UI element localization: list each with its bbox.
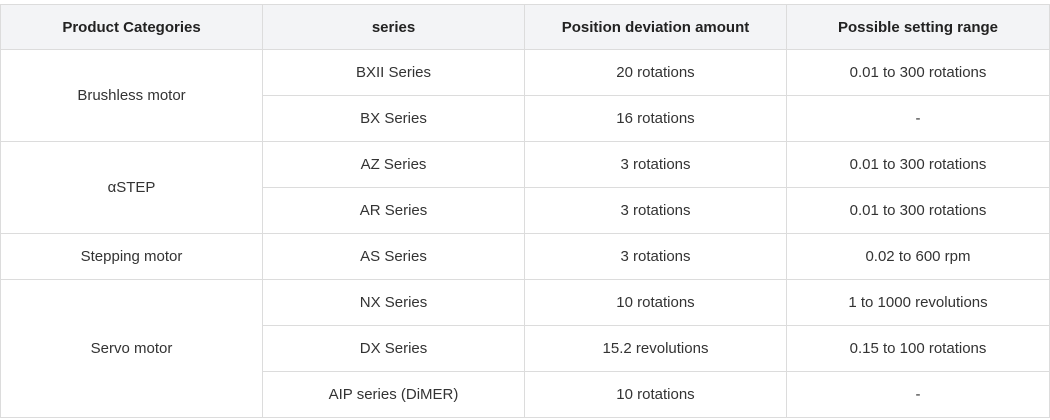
- deviation-cell: 3 rotations: [524, 187, 787, 234]
- table-row: Servo motor NX Series 10 rotations 1 to …: [0, 279, 1050, 418]
- header-setting-range: Possible setting range: [786, 4, 1050, 50]
- range-cell: 0.01 to 300 rotations: [786, 187, 1050, 234]
- category-cell: Servo motor: [0, 279, 263, 418]
- deviation-cell: 3 rotations: [524, 233, 787, 280]
- series-cell: NX Series: [262, 279, 525, 326]
- table-header: Product Categories series Position devia…: [0, 4, 1050, 50]
- table-body: Brushless motor BXII Series 20 rotations…: [0, 49, 1050, 418]
- range-cell: 1 to 1000 revolutions: [786, 279, 1050, 326]
- deviation-cell: 10 rotations: [524, 371, 787, 418]
- deviation-cell: 20 rotations: [524, 49, 787, 96]
- category-cell: Brushless motor: [0, 49, 263, 142]
- series-cell: DX Series: [262, 325, 525, 372]
- category-cell: αSTEP: [0, 141, 263, 234]
- range-cell: -: [786, 95, 1050, 142]
- deviation-cell: 16 rotations: [524, 95, 787, 142]
- series-cell: BXII Series: [262, 49, 525, 96]
- series-cell: BX Series: [262, 95, 525, 142]
- header-position-deviation: Position deviation amount: [524, 4, 787, 50]
- table-row: BX Series 16 rotations -: [1, 95, 1050, 142]
- table-row: AIP series (DiMER) 10 rotations -: [1, 371, 1050, 418]
- header-row: Product Categories series Position devia…: [0, 4, 1050, 50]
- range-cell: 0.15 to 100 rotations: [786, 325, 1050, 372]
- range-cell: 0.01 to 300 rotations: [786, 141, 1050, 188]
- series-cell: AZ Series: [262, 141, 525, 188]
- category-cell: Stepping motor: [0, 233, 263, 280]
- deviation-cell: 3 rotations: [524, 141, 787, 188]
- series-cell: AIP series (DiMER): [262, 371, 525, 418]
- header-series: series: [262, 4, 525, 50]
- table-row: Brushless motor BXII Series 20 rotations…: [0, 49, 1050, 142]
- range-cell: 0.01 to 300 rotations: [786, 49, 1050, 96]
- table-row: Stepping motor AS Series 3 rotations 0.0…: [0, 233, 1050, 280]
- series-cell: AR Series: [262, 187, 525, 234]
- header-product-categories: Product Categories: [0, 4, 263, 50]
- spec-table: Product Categories series Position devia…: [0, 4, 1050, 418]
- series-cell: AS Series: [262, 233, 525, 280]
- table-row: DX Series 15.2 revolutions 0.15 to 100 r…: [1, 325, 1050, 372]
- table-row: αSTEP AZ Series 3 rotations 0.01 to 300 …: [0, 141, 1050, 234]
- deviation-cell: 15.2 revolutions: [524, 325, 787, 372]
- deviation-cell: 10 rotations: [524, 279, 787, 326]
- range-cell: -: [786, 371, 1050, 418]
- range-cell: 0.02 to 600 rpm: [786, 233, 1050, 280]
